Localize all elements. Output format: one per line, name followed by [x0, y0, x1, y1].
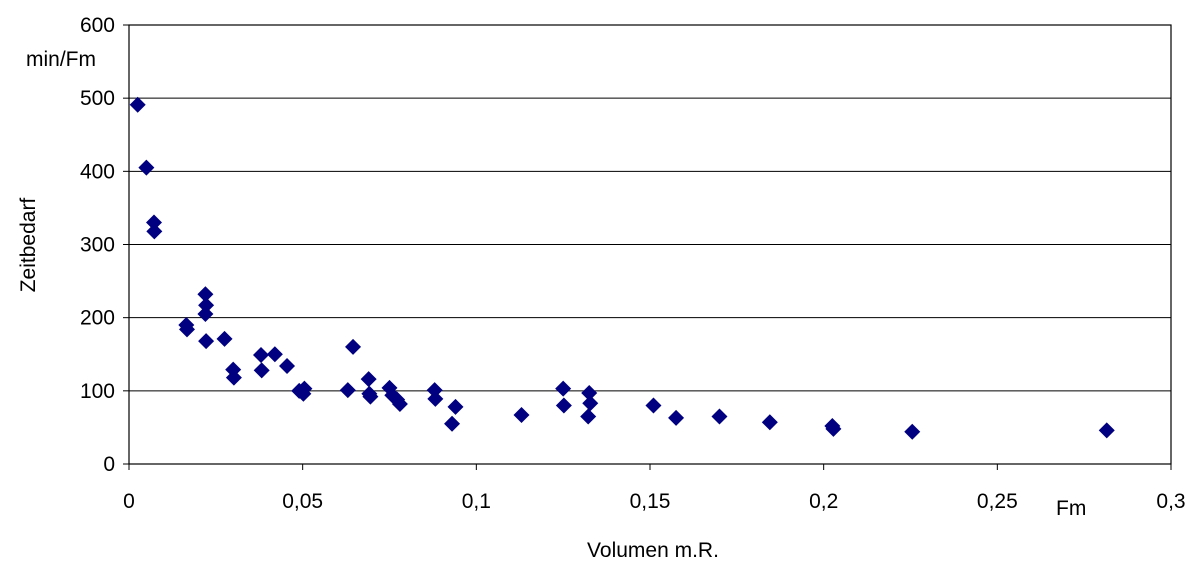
- data-point: [179, 321, 196, 338]
- data-point: [555, 380, 572, 397]
- x-tick-label: 0,1: [462, 490, 491, 513]
- data-point: [580, 408, 597, 425]
- data-point: [253, 362, 270, 379]
- data-point: [904, 423, 921, 440]
- x-tick-label: 0,25: [977, 490, 1018, 513]
- data-point: [668, 409, 685, 426]
- data-point: [225, 369, 242, 386]
- data-points: [129, 96, 1115, 440]
- y-tick-label: 400: [80, 160, 115, 183]
- data-point: [266, 346, 283, 363]
- x-axis-ticks: 0 0,05 0,1 0,15 0,2 0,25 0,3: [123, 464, 1186, 513]
- data-point: [146, 223, 163, 240]
- data-point: [146, 214, 163, 231]
- data-point: [711, 408, 728, 425]
- data-point: [216, 330, 233, 347]
- data-point: [582, 395, 599, 412]
- data-point: [362, 388, 379, 405]
- data-point: [426, 382, 443, 399]
- data-point: [825, 420, 842, 437]
- y-tick-label: 0: [103, 453, 115, 476]
- data-point: [444, 415, 461, 432]
- data-point: [198, 297, 215, 314]
- data-point: [296, 380, 313, 397]
- y-axis-ticks: 0 100 200 300 400 500 600: [80, 14, 129, 476]
- data-point: [645, 397, 662, 414]
- data-point: [391, 396, 408, 413]
- x-tick-label: 0,05: [282, 490, 323, 513]
- data-point: [339, 382, 356, 399]
- data-point: [129, 96, 146, 113]
- y-tick-label: 500: [80, 87, 115, 110]
- data-point: [555, 397, 572, 414]
- data-point: [252, 346, 269, 363]
- data-point: [761, 414, 778, 431]
- data-point: [279, 357, 296, 374]
- data-point: [581, 385, 598, 402]
- data-point: [360, 371, 377, 388]
- data-point: [345, 338, 362, 355]
- data-point: [513, 406, 530, 423]
- y-axis-label: Zeitbedarf: [17, 198, 40, 293]
- data-point: [427, 390, 444, 407]
- data-point: [138, 159, 155, 176]
- x-axis-label: Volumen m.R.: [587, 539, 719, 562]
- data-point: [197, 306, 214, 323]
- x-tick-label: 0,15: [630, 490, 671, 513]
- data-point: [1098, 422, 1115, 439]
- data-point: [197, 286, 214, 303]
- y-tick-label: 100: [80, 380, 115, 403]
- data-point: [198, 333, 215, 350]
- y-axis-unit: min/Fm: [26, 48, 96, 71]
- x-tick-label: 0: [123, 490, 135, 513]
- x-axis-unit: Fm: [1056, 497, 1086, 520]
- x-tick-label: 0,2: [809, 490, 838, 513]
- y-tick-label: 600: [80, 14, 115, 37]
- data-point: [447, 398, 464, 415]
- y-tick-label: 200: [80, 307, 115, 330]
- x-tick-label: 0,3: [1156, 490, 1185, 513]
- y-tick-label: 300: [80, 234, 115, 257]
- gridlines: [129, 97, 1171, 392]
